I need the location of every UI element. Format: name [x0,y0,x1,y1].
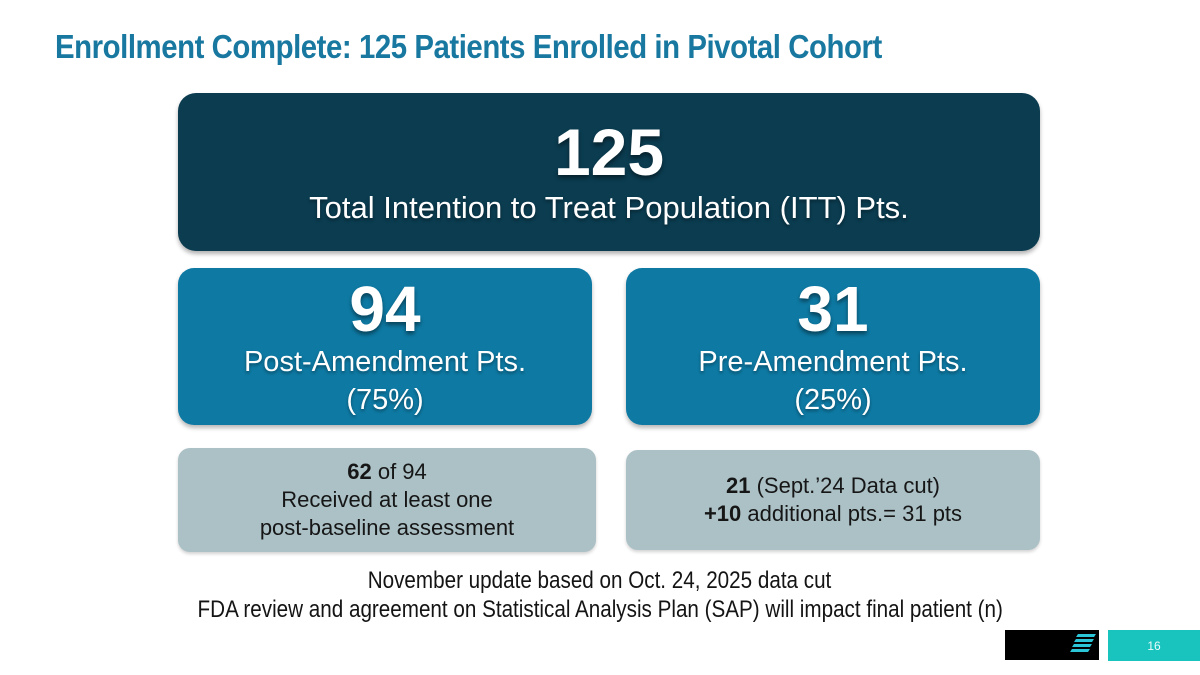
post-amendment-label: Post-Amendment Pts. [243,345,527,378]
pre-note-line2-bold: +10 [703,501,742,526]
post-amendment-percent: (75%) [346,383,424,416]
pre-amendment-percent: (25%) [794,383,872,416]
slide-title: Enrollment Complete: 125 Patients Enroll… [55,28,1155,66]
footnote-line2: FDA review and agreement on Statistical … [197,596,1003,623]
pre-amendment-value: 31 [797,272,869,345]
itt-total-box: 125 Total Intention to Treat Population … [178,93,1040,251]
pre-amendment-note-box: 21 (Sept.’24 Data cut) +10 additional pt… [626,450,1040,550]
post-note-line1: 62 of 94 [347,458,427,486]
post-amendment-value: 94 [349,272,421,345]
post-amendment-note-box: 62 of 94 Received at least one post-base… [178,448,596,552]
company-logo [1005,630,1099,660]
footnote-line1: November update based on Oct. 24, 2025 d… [368,567,832,594]
pre-amendment-label: Pre-Amendment Pts. [698,345,968,378]
pre-note-line1: 21 (Sept.’24 Data cut) [726,472,940,500]
post-note-line1-rest: of 94 [371,459,427,484]
post-note-line3: post-baseline assessment [259,515,515,540]
post-note-line2: Received at least one [281,487,493,512]
pre-note-line2-rest: additional pts.= 31 pts [741,501,963,526]
post-note-line1-bold: 62 [347,459,372,484]
page-number: 16 [1147,638,1161,653]
footnote: November update based on Oct. 24, 2025 d… [0,566,1200,624]
slide-title-text: Enrollment Complete: 125 Patients Enroll… [55,28,882,65]
diagonal-stripes-logo-icon [1069,633,1096,655]
pre-note-line1-bold: 21 [725,473,751,498]
pre-note-line2: +10 additional pts.= 31 pts [704,500,962,528]
page-number-badge: 16 [1108,630,1200,661]
pre-note-line1-rest: (Sept.’24 Data cut) [750,473,941,498]
post-amendment-box: 94 Post-Amendment Pts. (75%) [178,268,592,425]
pre-amendment-box: 31 Pre-Amendment Pts. (25%) [626,268,1040,425]
itt-total-value: 125 [553,115,665,189]
itt-total-label: Total Intention to Treat Population (ITT… [309,190,909,225]
